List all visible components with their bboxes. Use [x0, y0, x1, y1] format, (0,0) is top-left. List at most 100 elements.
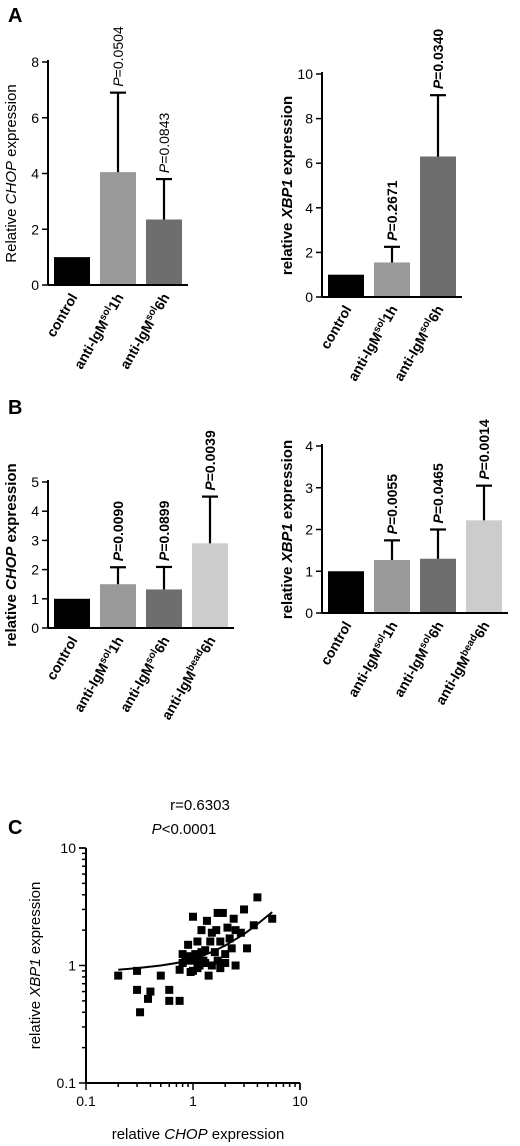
p-value-label: P=0.0014	[476, 419, 492, 480]
data-point	[253, 893, 262, 902]
y-tick-label: 0.1	[57, 1075, 77, 1091]
data-point	[189, 966, 197, 975]
panel-b-chop: controlP=0.0090anti-IgMsol1hP=0.0899anti…	[31, 430, 234, 722]
data-point	[146, 987, 155, 996]
p-value-label: P=0.0090	[110, 501, 126, 562]
y-tick-label: 4	[305, 200, 313, 216]
bar	[146, 219, 182, 285]
y-tick-label: 8	[31, 54, 39, 70]
bar	[100, 172, 136, 285]
data-point	[225, 934, 234, 943]
y-axis-label: Relative CHOP expression	[3, 84, 20, 262]
data-point	[189, 912, 197, 921]
data-point	[202, 916, 211, 925]
data-point	[212, 926, 221, 935]
data-point	[191, 950, 200, 959]
data-point	[218, 908, 227, 917]
y-tick-label: 2	[31, 562, 39, 578]
category-label: control	[43, 634, 81, 683]
data-point	[201, 959, 210, 968]
data-point	[249, 921, 258, 930]
data-point	[165, 985, 174, 994]
data-point	[240, 905, 249, 914]
bar	[374, 559, 410, 613]
y-tick-label: 2	[305, 522, 313, 538]
y-tick-label: 6	[305, 155, 313, 171]
panel-a-xbp1: controlP=0.2671anti-IgMsol1hP=0.0340anti…	[297, 29, 462, 384]
y-axis-label: relative XBP1 expression	[279, 96, 296, 275]
p-value-label: P=0.0504	[110, 26, 126, 87]
data-point	[207, 928, 216, 937]
p-value-label: P=0.0843	[156, 113, 172, 174]
data-point	[206, 937, 215, 946]
y-tick-label: 4	[31, 166, 39, 182]
data-point	[178, 950, 187, 959]
y-tick-label: 3	[305, 480, 313, 496]
data-point	[175, 965, 184, 974]
data-point	[184, 952, 193, 961]
data-point	[133, 985, 142, 994]
panel-b-xbp1: controlP=0.0055anti-IgMsol1hP=0.0465anti…	[305, 419, 508, 707]
bar	[466, 520, 502, 613]
bar	[374, 262, 410, 297]
data-point	[201, 946, 210, 955]
data-point	[204, 971, 213, 980]
data-point	[213, 908, 222, 917]
data-point	[181, 956, 190, 965]
data-point	[156, 971, 165, 980]
bar	[192, 543, 228, 628]
bar	[54, 598, 90, 628]
y-tick-label: 2	[305, 244, 313, 260]
y-tick-label: 1	[31, 591, 39, 607]
bar	[146, 589, 182, 628]
y-tick-label: 0	[305, 289, 313, 305]
p-value-label: P=0.0039	[202, 430, 218, 491]
data-point	[184, 940, 193, 949]
y-tick-label: 10	[297, 66, 313, 82]
data-point	[221, 950, 230, 959]
bar	[420, 156, 456, 297]
data-point	[136, 1008, 145, 1017]
data-point	[229, 914, 238, 923]
data-point	[207, 961, 216, 970]
p-value-label: P=0.0340	[430, 29, 446, 90]
data-point	[216, 964, 225, 973]
data-point	[268, 914, 277, 923]
y-tick-label: 5	[31, 474, 39, 490]
y-tick-label: 4	[31, 503, 39, 519]
category-label: anti-IgMsol6h	[116, 290, 173, 371]
category-label: control	[43, 291, 81, 340]
bar	[328, 571, 364, 613]
x-tick-label: 1	[189, 1093, 197, 1109]
data-point	[243, 944, 252, 953]
y-tick-label: 8	[305, 111, 313, 127]
panel-label-c: C	[8, 817, 22, 839]
y-tick-label: 0	[305, 605, 313, 621]
y-axis-label: relative XBP1 expression	[27, 882, 44, 1050]
y-tick-label: 2	[31, 221, 39, 237]
panel-c-scatter: r=0.6303 P<0.0001 0.1 1 10 0.1 1 10 relative CHO…	[57, 797, 308, 1143]
y-tick-label: 0	[31, 620, 39, 636]
p-value-label: P=0.2671	[384, 180, 400, 241]
bar	[100, 584, 136, 628]
x-tick-label: 0.1	[76, 1093, 96, 1109]
bar	[328, 274, 364, 297]
y-tick-label: 4	[305, 438, 313, 454]
y-tick-label: 0	[31, 277, 39, 293]
p-value-label: P=0.0899	[156, 500, 172, 561]
y-axis-label: relative CHOP expression	[3, 463, 20, 646]
y-tick-label: 1	[305, 563, 313, 579]
panel-a-chop: controlP=0.0504anti-IgMsol1hP=0.0843anti…	[31, 26, 188, 372]
y-tick-label: 10	[60, 840, 76, 856]
data-point	[221, 959, 230, 968]
bar	[420, 558, 456, 613]
data-point	[216, 937, 225, 946]
y-axis-label: relative XBP1 expression	[279, 440, 296, 619]
data-point	[193, 937, 202, 946]
data-point	[197, 926, 206, 935]
p-value-label: P=0.0055	[384, 474, 400, 535]
data-point	[213, 956, 222, 965]
data-point	[231, 926, 240, 935]
panel-label-a: A	[8, 5, 22, 27]
